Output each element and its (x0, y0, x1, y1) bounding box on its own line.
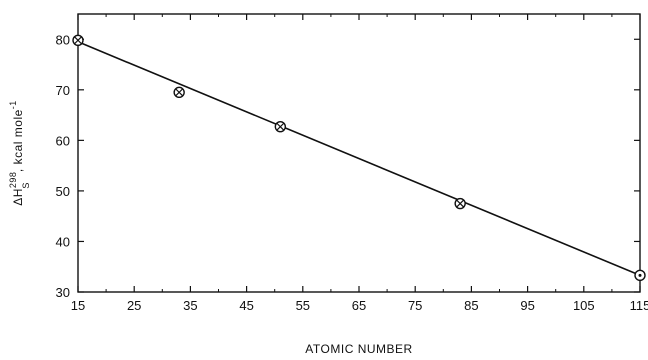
data-point (274, 121, 287, 133)
x-tick-label: 45 (239, 298, 253, 313)
x-axis-title: ATOMIC NUMBER (305, 342, 412, 356)
y-tick-label: 60 (56, 133, 70, 148)
x-tick-label: 75 (408, 298, 422, 313)
fit-line (77, 41, 641, 277)
data-point (454, 197, 466, 210)
y-axis-title: ΔH298 S , kcal mole-1 (8, 100, 31, 206)
data-point-cross (456, 199, 465, 208)
x-tick-label: 105 (573, 298, 595, 313)
x-tick-label: 95 (520, 298, 534, 313)
y-tick-label: 40 (56, 234, 70, 249)
y-tick-label: 50 (56, 184, 70, 199)
data-point-dot (638, 273, 642, 277)
x-tick-label: 35 (183, 298, 197, 313)
plot-frame (77, 13, 641, 293)
x-tick-label: 115 (630, 298, 648, 313)
y-tick-label: 80 (56, 32, 70, 47)
data-point-cross (175, 88, 184, 97)
x-tick-label: 55 (296, 298, 310, 313)
x-tick-label: 15 (71, 298, 85, 313)
y-axis-title-base: ΔH (11, 188, 25, 206)
x-tick-label: 25 (127, 298, 141, 313)
data-point-cross (73, 36, 83, 45)
y-axis-title-suffix: , kcal mole (11, 109, 25, 172)
data-point (72, 34, 84, 46)
y-axis-title-suffix-sup: -1 (8, 100, 18, 109)
data-point (173, 86, 185, 99)
data-point-cross (276, 122, 285, 131)
x-tick-label: 85 (464, 298, 478, 313)
data-point (634, 269, 646, 282)
x-tick-label: 65 (352, 298, 366, 313)
y-tick-label: 30 (56, 285, 70, 300)
y-axis-title-sub: S (21, 182, 31, 189)
y-tick-label: 70 (56, 83, 70, 98)
y-axis-title-sup: 298 (8, 172, 18, 189)
